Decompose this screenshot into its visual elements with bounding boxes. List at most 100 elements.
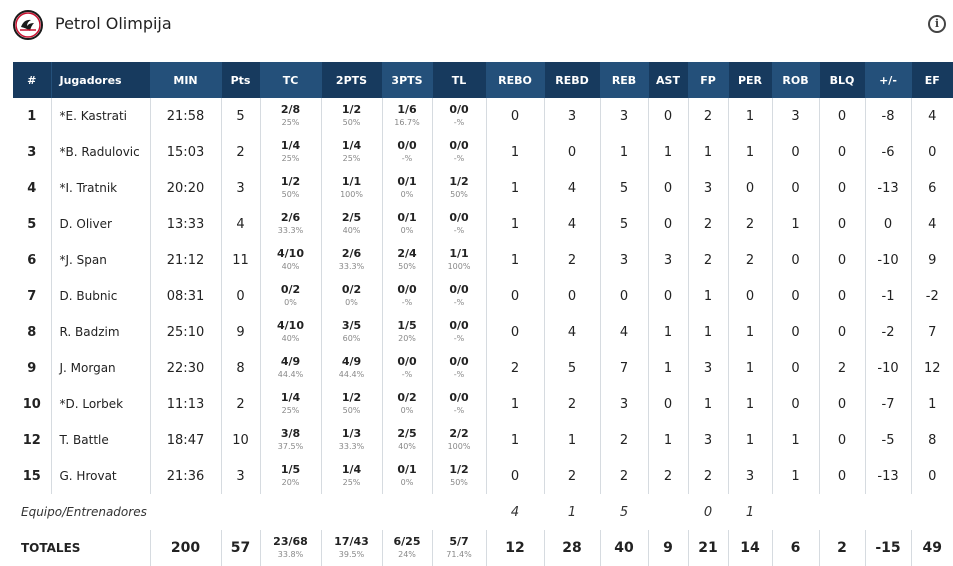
player-2pts-made: 1/4 <box>341 138 362 152</box>
col-tl[interactable]: TL <box>431 62 486 98</box>
player-tl-pct: 50% <box>450 477 468 487</box>
col-plus-minus[interactable]: +/- <box>864 62 911 98</box>
player-rebd: 0 <box>543 278 600 314</box>
col-players[interactable]: Jugadores <box>50 62 150 98</box>
player-name-link[interactable]: G. Hrovat <box>50 458 150 494</box>
player-3pts-made: 1/5 <box>397 318 417 332</box>
player-rob: 0 <box>771 278 819 314</box>
player-pts: 4 <box>220 206 260 242</box>
page-header: Petrol Olimpija i <box>0 0 953 56</box>
player-fp: 2 <box>687 242 728 278</box>
player-tc-made: 0/2 <box>280 282 301 296</box>
player-tl: 1/1 100% <box>431 242 486 278</box>
player-blq: 0 <box>818 170 865 206</box>
col-ast[interactable]: AST <box>647 62 688 98</box>
player-tl: 2/2 100% <box>431 422 486 458</box>
player-number: 6 <box>27 252 37 268</box>
col-per[interactable]: PER <box>727 62 772 98</box>
player-tc: 0/2 0% <box>259 278 321 314</box>
player-name-link[interactable]: D. Oliver <box>50 206 150 242</box>
player-tl-pct: 100% <box>447 441 471 451</box>
player-tc-made: 2/8 <box>280 102 301 116</box>
col-3pts[interactable]: 3PTS <box>381 62 432 98</box>
player-ast: 1 <box>647 134 688 170</box>
col-2pts[interactable]: 2PTS <box>320 62 382 98</box>
col-rebo[interactable]: REBO <box>485 62 544 98</box>
player-name-link[interactable]: R. Badzim <box>50 314 150 350</box>
player-reb: 2 <box>599 458 648 494</box>
player-3pts-pct: -% <box>401 153 413 163</box>
player-ast: 1 <box>647 350 688 386</box>
team-row-empty <box>911 494 953 530</box>
col-tc[interactable]: TC <box>259 62 321 98</box>
player-name-link[interactable]: J. Morgan <box>50 350 150 386</box>
player-ef: 1 <box>910 386 953 422</box>
player-3pts-pct: 0% <box>400 225 414 235</box>
player-reb: 3 <box>599 98 648 134</box>
player-name-link[interactable]: *J. Span <box>50 242 150 278</box>
player-rebo: 0 <box>485 314 544 350</box>
player-fp: 2 <box>687 458 728 494</box>
col-rebd[interactable]: REBD <box>543 62 600 98</box>
player-name-link[interactable]: *D. Lorbek <box>50 386 150 422</box>
player-tc: 4/10 40% <box>259 242 321 278</box>
totals-row: TOTALES 200 57 23/68 33.8% 17/43 39.5% 6/2… <box>13 530 953 566</box>
totals-rebo: 12 <box>485 530 544 566</box>
player-2pts-made: 1/1 <box>341 174 362 188</box>
player-name-link[interactable]: T. Battle <box>50 422 150 458</box>
player-ef: 4 <box>910 98 953 134</box>
player-name-link[interactable]: *B. Radulovic <box>50 134 150 170</box>
player-2pts-pct: 60% <box>342 333 361 343</box>
col-blq[interactable]: BLQ <box>818 62 865 98</box>
player-fp: 1 <box>687 386 728 422</box>
player-per: 1 <box>727 386 772 422</box>
player-ef: 9 <box>910 242 953 278</box>
player-rob: 0 <box>771 314 819 350</box>
info-icon[interactable]: i <box>928 15 946 33</box>
player-pts: 8 <box>220 350 260 386</box>
player-3pts: 0/0 -% <box>381 134 432 170</box>
col-reb[interactable]: REB <box>599 62 648 98</box>
player-blq: 0 <box>818 134 865 170</box>
player-3pts: 1/6 16.7% <box>381 98 432 134</box>
col-min[interactable]: MIN <box>149 62 221 98</box>
player-2pts: 3/5 60% <box>320 314 382 350</box>
player-per: 2 <box>727 206 772 242</box>
totals-rebd: 28 <box>543 530 600 566</box>
player-tc: 4/10 40% <box>259 314 321 350</box>
player-3pts-pct: 40% <box>398 441 416 451</box>
player-reb: 4 <box>599 314 648 350</box>
totals-tc-made: 23/68 <box>273 534 308 548</box>
player-rebo: 1 <box>485 134 544 170</box>
player-name-link[interactable]: *I. Tratnik <box>50 170 150 206</box>
player-pts: 11 <box>220 242 260 278</box>
player-tc-pct: 25% <box>281 153 300 163</box>
player-number: 8 <box>27 324 37 340</box>
col-rob[interactable]: ROB <box>771 62 819 98</box>
player-tc: 1/5 20% <box>259 458 321 494</box>
player-name-link[interactable]: D. Bubnic <box>50 278 150 314</box>
col-fp[interactable]: FP <box>687 62 728 98</box>
player-tl: 0/0 -% <box>431 386 486 422</box>
col-number[interactable]: # <box>13 62 51 98</box>
player-ef: 0 <box>910 134 953 170</box>
player-2pts-made: 1/2 <box>341 102 362 116</box>
player-rebd: 1 <box>543 422 600 458</box>
player-blq: 0 <box>818 242 865 278</box>
player-tl-pct: -% <box>453 369 465 379</box>
player-2pts: 4/9 44.4% <box>320 350 382 386</box>
player-name-link[interactable]: *E. Kastrati <box>50 98 150 134</box>
table-row: 1 *E. Kastrati 21:58 5 2/8 25% 1/2 50% 1/6 16.7% 0… <box>13 98 953 134</box>
player-plus-minus: -1 <box>864 278 911 314</box>
player-blq: 0 <box>818 98 865 134</box>
player-ast: 1 <box>647 314 688 350</box>
player-ef: 0 <box>910 458 953 494</box>
player-tc-made: 1/4 <box>280 138 301 152</box>
player-2pts: 1/4 25% <box>320 134 382 170</box>
player-blq: 2 <box>818 350 865 386</box>
player-3pts-pct: 0% <box>400 189 414 199</box>
team-row-label: Equipo/Entrenadores <box>21 505 147 519</box>
player-min: 11:13 <box>149 386 221 422</box>
col-ef[interactable]: EF <box>910 62 953 98</box>
col-pts[interactable]: Pts <box>220 62 260 98</box>
